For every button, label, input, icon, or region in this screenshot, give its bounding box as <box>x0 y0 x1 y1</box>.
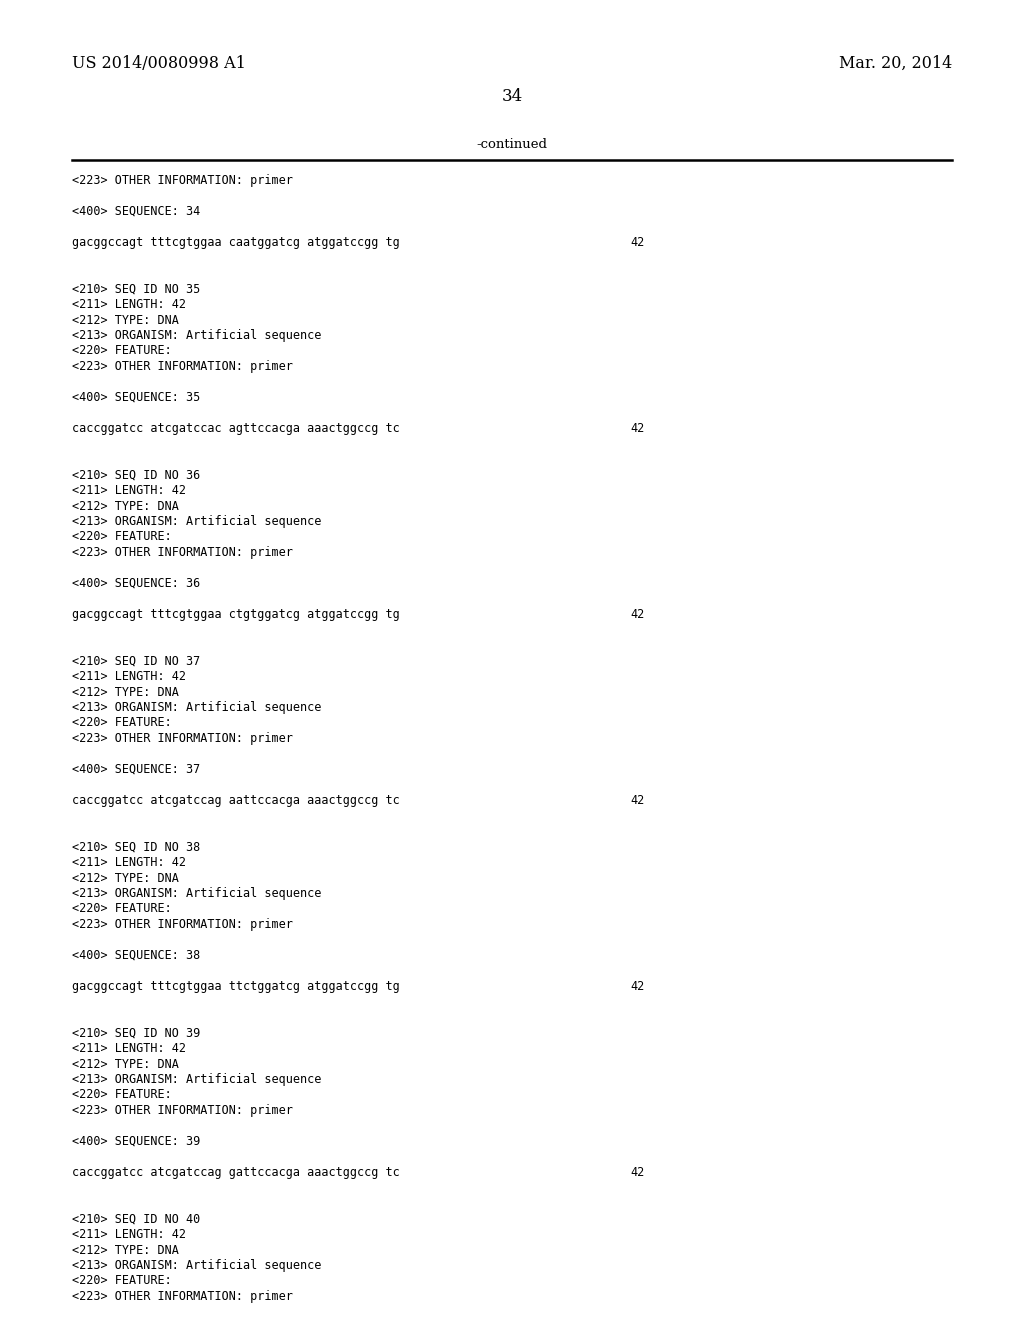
Text: <210> SEQ ID NO 39: <210> SEQ ID NO 39 <box>72 1027 201 1040</box>
Text: <213> ORGANISM: Artificial sequence: <213> ORGANISM: Artificial sequence <box>72 329 322 342</box>
Text: <400> SEQUENCE: 39: <400> SEQUENCE: 39 <box>72 1135 201 1148</box>
Text: gacggccagt tttcgtggaa ctgtggatcg atggatccgg tg: gacggccagt tttcgtggaa ctgtggatcg atggatc… <box>72 609 399 620</box>
Text: Mar. 20, 2014: Mar. 20, 2014 <box>839 55 952 73</box>
Text: 34: 34 <box>502 88 522 106</box>
Text: <223> OTHER INFORMATION: primer: <223> OTHER INFORMATION: primer <box>72 733 293 744</box>
Text: <220> FEATURE:: <220> FEATURE: <box>72 717 172 730</box>
Text: <220> FEATURE:: <220> FEATURE: <box>72 903 172 916</box>
Text: gacggccagt tttcgtggaa ttctggatcg atggatccgg tg: gacggccagt tttcgtggaa ttctggatcg atggatc… <box>72 979 399 993</box>
Text: 42: 42 <box>630 979 644 993</box>
Text: 42: 42 <box>630 795 644 807</box>
Text: <400> SEQUENCE: 38: <400> SEQUENCE: 38 <box>72 949 201 962</box>
Text: <213> ORGANISM: Artificial sequence: <213> ORGANISM: Artificial sequence <box>72 1073 322 1086</box>
Text: <210> SEQ ID NO 38: <210> SEQ ID NO 38 <box>72 841 201 854</box>
Text: <212> TYPE: DNA: <212> TYPE: DNA <box>72 499 179 512</box>
Text: <212> TYPE: DNA: <212> TYPE: DNA <box>72 685 179 698</box>
Text: <212> TYPE: DNA: <212> TYPE: DNA <box>72 871 179 884</box>
Text: <210> SEQ ID NO 36: <210> SEQ ID NO 36 <box>72 469 201 482</box>
Text: <211> LENGTH: 42: <211> LENGTH: 42 <box>72 671 186 682</box>
Text: -continued: -continued <box>476 139 548 150</box>
Text: 42: 42 <box>630 609 644 620</box>
Text: gacggccagt tttcgtggaa caatggatcg atggatccgg tg: gacggccagt tttcgtggaa caatggatcg atggatc… <box>72 236 399 249</box>
Text: <223> OTHER INFORMATION: primer: <223> OTHER INFORMATION: primer <box>72 360 293 374</box>
Text: 42: 42 <box>630 1166 644 1179</box>
Text: <211> LENGTH: 42: <211> LENGTH: 42 <box>72 1041 186 1055</box>
Text: <212> TYPE: DNA: <212> TYPE: DNA <box>72 314 179 326</box>
Text: <213> ORGANISM: Artificial sequence: <213> ORGANISM: Artificial sequence <box>72 701 322 714</box>
Text: <213> ORGANISM: Artificial sequence: <213> ORGANISM: Artificial sequence <box>72 1259 322 1272</box>
Text: <210> SEQ ID NO 35: <210> SEQ ID NO 35 <box>72 282 201 296</box>
Text: <213> ORGANISM: Artificial sequence: <213> ORGANISM: Artificial sequence <box>72 887 322 900</box>
Text: <210> SEQ ID NO 37: <210> SEQ ID NO 37 <box>72 655 201 668</box>
Text: <211> LENGTH: 42: <211> LENGTH: 42 <box>72 1228 186 1241</box>
Text: <223> OTHER INFORMATION: primer: <223> OTHER INFORMATION: primer <box>72 546 293 558</box>
Text: <211> LENGTH: 42: <211> LENGTH: 42 <box>72 484 186 498</box>
Text: 42: 42 <box>630 236 644 249</box>
Text: US 2014/0080998 A1: US 2014/0080998 A1 <box>72 55 246 73</box>
Text: caccggatcc atcgatccac agttccacga aaactggccg tc: caccggatcc atcgatccac agttccacga aaactgg… <box>72 422 399 436</box>
Text: <220> FEATURE:: <220> FEATURE: <box>72 345 172 358</box>
Text: <210> SEQ ID NO 40: <210> SEQ ID NO 40 <box>72 1213 201 1225</box>
Text: <400> SEQUENCE: 35: <400> SEQUENCE: 35 <box>72 391 201 404</box>
Text: caccggatcc atcgatccag aattccacga aaactggccg tc: caccggatcc atcgatccag aattccacga aaactgg… <box>72 795 399 807</box>
Text: <400> SEQUENCE: 36: <400> SEQUENCE: 36 <box>72 577 201 590</box>
Text: <212> TYPE: DNA: <212> TYPE: DNA <box>72 1057 179 1071</box>
Text: <220> FEATURE:: <220> FEATURE: <box>72 1089 172 1101</box>
Text: <212> TYPE: DNA: <212> TYPE: DNA <box>72 1243 179 1257</box>
Text: <223> OTHER INFORMATION: primer: <223> OTHER INFORMATION: primer <box>72 1290 293 1303</box>
Text: <400> SEQUENCE: 37: <400> SEQUENCE: 37 <box>72 763 201 776</box>
Text: <220> FEATURE:: <220> FEATURE: <box>72 1275 172 1287</box>
Text: <400> SEQUENCE: 34: <400> SEQUENCE: 34 <box>72 205 201 218</box>
Text: <213> ORGANISM: Artificial sequence: <213> ORGANISM: Artificial sequence <box>72 515 322 528</box>
Text: <223> OTHER INFORMATION: primer: <223> OTHER INFORMATION: primer <box>72 917 293 931</box>
Text: <223> OTHER INFORMATION: primer: <223> OTHER INFORMATION: primer <box>72 174 293 187</box>
Text: 42: 42 <box>630 422 644 436</box>
Text: <220> FEATURE:: <220> FEATURE: <box>72 531 172 544</box>
Text: <223> OTHER INFORMATION: primer: <223> OTHER INFORMATION: primer <box>72 1104 293 1117</box>
Text: caccggatcc atcgatccag gattccacga aaactggccg tc: caccggatcc atcgatccag gattccacga aaactgg… <box>72 1166 399 1179</box>
Text: <211> LENGTH: 42: <211> LENGTH: 42 <box>72 298 186 312</box>
Text: <211> LENGTH: 42: <211> LENGTH: 42 <box>72 855 186 869</box>
